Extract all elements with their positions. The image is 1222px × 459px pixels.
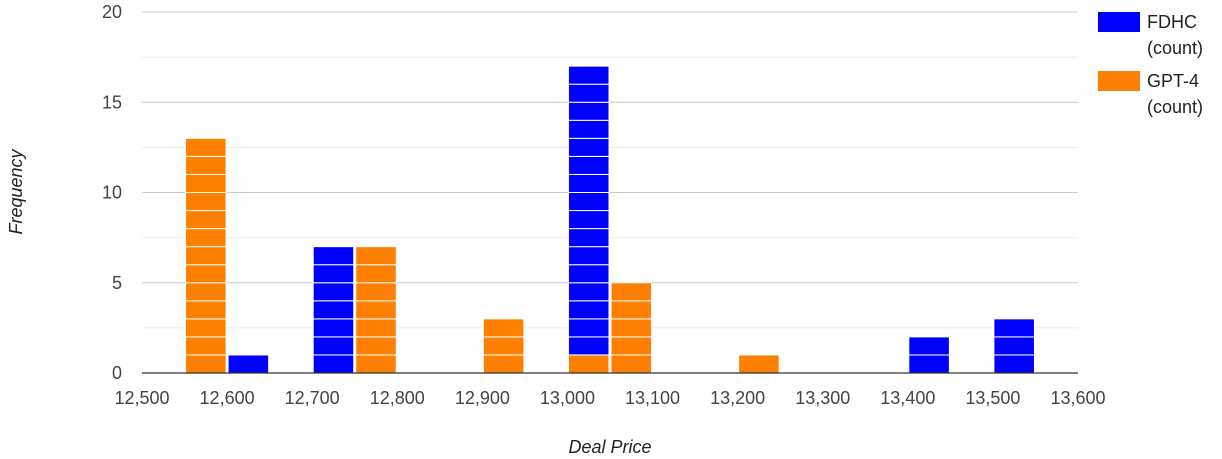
bar-segment: [185, 300, 227, 320]
bar-segment: [185, 155, 227, 175]
legend-swatch: [1098, 12, 1140, 32]
bar-segment: [908, 336, 950, 356]
bar-segment: [312, 264, 355, 284]
bar-segment: [312, 318, 355, 338]
bar-segment: [993, 354, 1035, 374]
bar-segment: [185, 354, 227, 374]
bar-segment: [567, 210, 610, 230]
y-tick-label: 15: [102, 92, 122, 112]
y-tick-label: 10: [102, 183, 122, 203]
bar-segment: [567, 173, 610, 193]
bar-segment: [567, 101, 610, 121]
bar-segment: [567, 318, 610, 338]
y-axis-title: Frequency: [6, 148, 26, 234]
bar-segment: [355, 300, 397, 320]
x-tick-label: 13,000: [540, 388, 595, 408]
bar-segment: [567, 155, 610, 175]
gridlines: [142, 11, 1078, 329]
bar-segment: [185, 192, 227, 212]
bar-segment: [993, 318, 1035, 338]
x-tick-label: 12,700: [285, 388, 340, 408]
bar-segment: [610, 300, 653, 320]
bar-segment: [567, 300, 610, 320]
bar-segment: [610, 336, 653, 356]
bar-segment: [610, 318, 653, 338]
bar-segment: [567, 336, 610, 356]
bar-segment: [355, 246, 397, 266]
bar-segment: [185, 137, 227, 157]
bar-segment: [185, 264, 227, 284]
bar-segment: [567, 192, 610, 212]
x-tick-label: 12,800: [370, 388, 425, 408]
bar-segment: [567, 119, 610, 139]
bar-segment: [185, 282, 227, 302]
bar-segment: [185, 173, 227, 193]
bar-segment: [567, 282, 610, 302]
x-tick-label: 13,300: [795, 388, 850, 408]
bar-segment: [993, 336, 1035, 356]
bar-segment: [355, 354, 397, 374]
bar-segment: [610, 282, 653, 302]
x-tick-label: 13,500: [965, 388, 1020, 408]
bar-segment: [567, 65, 610, 85]
x-tick-label: 13,200: [710, 388, 765, 408]
bar-segment: [355, 282, 397, 302]
bar-segment: [355, 336, 397, 356]
bar-segment: [567, 137, 610, 157]
bar-segment: [482, 318, 525, 338]
bar-segment: [185, 210, 227, 230]
x-axis-ticks: 12,500 12,600 12,700 12,800 12,900 13,000 13,1…: [114, 388, 1105, 408]
bar-segment: [312, 246, 355, 266]
bars: [185, 65, 1035, 374]
bar-segment: [482, 336, 525, 356]
x-tick-label: 13,400: [880, 388, 935, 408]
x-tick-label: 13,100: [625, 388, 680, 408]
bar-segment: [567, 354, 610, 374]
bar-segment: [567, 264, 610, 284]
bar-segment: [610, 354, 653, 374]
y-tick-label: 5: [112, 273, 122, 293]
bar-segment: [355, 318, 397, 338]
bar-segment: [312, 336, 355, 356]
bar-segment: [482, 354, 525, 374]
bar-segment: [567, 246, 610, 266]
bar-segment: [312, 300, 355, 320]
bar-segment: [567, 83, 610, 103]
bar-segment: [312, 282, 355, 302]
y-axis-ticks: 0 5 10 15 20: [102, 2, 122, 383]
y-tick-label: 20: [102, 2, 122, 22]
bar-segment: [227, 354, 270, 374]
x-tick-label: 12,500: [114, 388, 169, 408]
legend-label: FDHC (count): [1147, 12, 1203, 58]
legend-swatch: [1098, 71, 1140, 91]
y-tick-label: 0: [112, 363, 122, 383]
legend-label: GPT-4 (count): [1147, 71, 1203, 117]
x-tick-label: 12,600: [200, 388, 255, 408]
x-tick-label: 12,900: [455, 388, 510, 408]
bar-segment: [185, 246, 227, 266]
x-axis-title: Deal Price: [568, 437, 651, 457]
bar-segment: [312, 354, 355, 374]
bar-segment: [185, 318, 227, 338]
bar-segment: [738, 354, 780, 374]
bar-segment: [567, 228, 610, 248]
bar-segment: [355, 264, 397, 284]
legend: FDHC (count) GPT-4 (count): [1098, 12, 1203, 117]
bar-segment: [908, 354, 950, 374]
bar-segment: [185, 336, 227, 356]
x-tick-label: 13,600: [1050, 388, 1105, 408]
bar-segment: [185, 228, 227, 248]
